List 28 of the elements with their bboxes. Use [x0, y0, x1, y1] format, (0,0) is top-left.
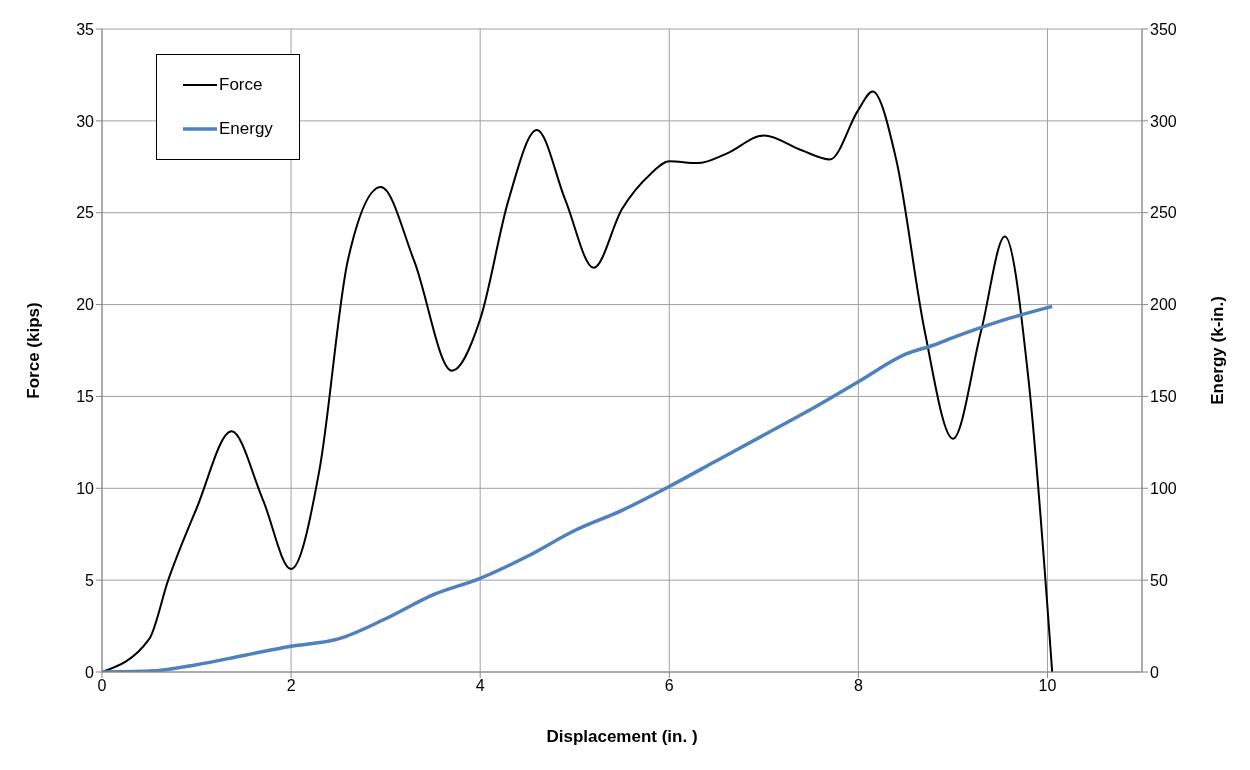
y-tick-label: 35: [76, 20, 95, 38]
x-tick-label: 4: [475, 677, 485, 695]
y2-tick-label: 50: [1150, 571, 1168, 589]
y-tick-label: 20: [76, 296, 95, 314]
legend-label: Energy: [219, 119, 273, 139]
y-tick-label: 30: [76, 112, 95, 130]
x-tick-label: 8: [853, 677, 863, 695]
y-tick-label: 5: [85, 571, 95, 589]
y2-tick-label: 350: [1150, 20, 1177, 38]
y2-axis-title: Energy (k-in.): [1208, 296, 1228, 405]
y-tick-label: 0: [85, 663, 95, 681]
y-tick-label: 10: [76, 479, 95, 497]
y2-tick-label: 250: [1150, 204, 1177, 222]
y-tick-label: 15: [76, 388, 95, 406]
y2-tick-label: 200: [1150, 296, 1177, 314]
x-axis-title: Displacement (in. ): [546, 727, 698, 746]
y2-tick-label: 150: [1150, 388, 1177, 406]
y2-tick-label: 100: [1150, 479, 1177, 497]
x-tick-label: 0: [97, 677, 107, 695]
x-tick-label: 2: [286, 677, 296, 695]
line-series: [102, 304, 1054, 672]
y-axis-title: Force (kips): [24, 302, 44, 399]
x-tick-label: 10: [1038, 677, 1057, 695]
y2-tick-label: 300: [1150, 112, 1177, 130]
x-tick-label: 6: [664, 677, 674, 695]
y2-tick-label: 0: [1150, 663, 1159, 681]
legend-label: Force: [219, 75, 263, 95]
y-tick-label: 25: [76, 204, 95, 222]
